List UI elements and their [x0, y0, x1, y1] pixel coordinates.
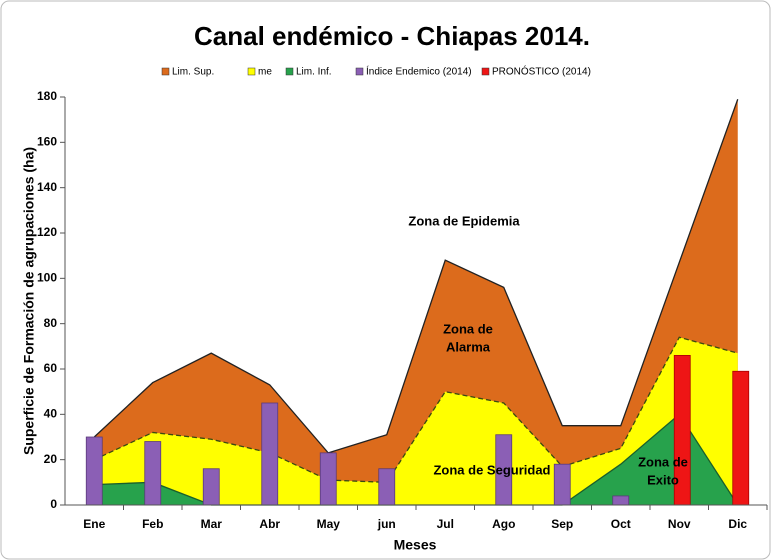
x-tick-label: Abr: [259, 517, 280, 531]
y-tick-label: 140: [37, 180, 57, 194]
legend-label: me: [258, 67, 272, 78]
legend-swatch: [161, 67, 170, 76]
x-tick-label: jun: [377, 517, 396, 531]
legend-item: Lim. Sup.: [161, 67, 214, 78]
y-tick-label: 60: [44, 361, 58, 375]
bar: [319, 452, 337, 506]
bar: [732, 370, 750, 506]
x-tick-label: May: [317, 517, 341, 531]
zone-label: Zona de: [443, 321, 493, 336]
y-axis-label: Superficie de Formación de agrupaciones …: [21, 147, 37, 455]
legend-swatch: [355, 67, 364, 76]
x-tick-label: Ene: [83, 517, 105, 531]
y-tick-label: 160: [37, 135, 57, 149]
legend-label: Lim. Inf.: [296, 67, 332, 78]
area-line: [93, 99, 739, 454]
x-axis-label: Meses: [394, 537, 437, 553]
y-tick-label: 0: [50, 497, 57, 511]
legend-swatch: [481, 67, 490, 76]
legend-item: Lim. Inf.: [285, 67, 332, 78]
legend-item: Índice Endemico (2014): [355, 65, 472, 78]
zone-label: Alarma: [446, 339, 491, 354]
x-tick-label: Jul: [437, 517, 454, 531]
legend-label: Lim. Sup.: [172, 67, 214, 78]
zone-label: Zona de Seguridad: [433, 462, 550, 477]
legend-swatch: [247, 67, 256, 76]
y-tick-label: 80: [44, 316, 58, 330]
legend-item: me: [247, 67, 272, 78]
x-tick-label: Feb: [142, 517, 163, 531]
y-tick-label: 20: [44, 452, 58, 466]
y-tick-label: 120: [37, 225, 57, 239]
bar: [612, 495, 630, 506]
bar: [85, 436, 103, 506]
x-tick-label: Sep: [551, 517, 573, 531]
area-line: [93, 336, 738, 483]
legend-label: Índice Endemico (2014): [366, 65, 472, 78]
x-tick-label: Oct: [611, 517, 631, 531]
x-tick-label: Dic: [728, 517, 747, 531]
legend-swatch: [285, 67, 294, 76]
bar: [553, 463, 571, 506]
legend-item: PRONÓSTICO (2014): [481, 65, 591, 78]
y-tick-label: 40: [44, 407, 58, 421]
chart-title: Canal endémico - Chiapas 2014.: [194, 21, 590, 51]
zone-label: Exito: [647, 472, 679, 487]
x-tick-label: Nov: [668, 517, 691, 531]
zone-label: Zona de: [638, 454, 688, 469]
y-tick-label: 180: [37, 89, 57, 103]
x-tick-label: Ago: [492, 517, 515, 531]
x-tick-label: Mar: [201, 517, 223, 531]
legend-label: PRONÓSTICO (2014): [492, 65, 591, 78]
bar: [261, 402, 279, 506]
zone-label: Zona de Epidemia: [408, 213, 520, 228]
y-tick-label: 100: [37, 271, 57, 285]
bar: [202, 468, 220, 506]
bar: [378, 468, 396, 506]
area-fill: [94, 337, 738, 505]
bar: [144, 441, 162, 506]
area-fill: [94, 99, 738, 506]
